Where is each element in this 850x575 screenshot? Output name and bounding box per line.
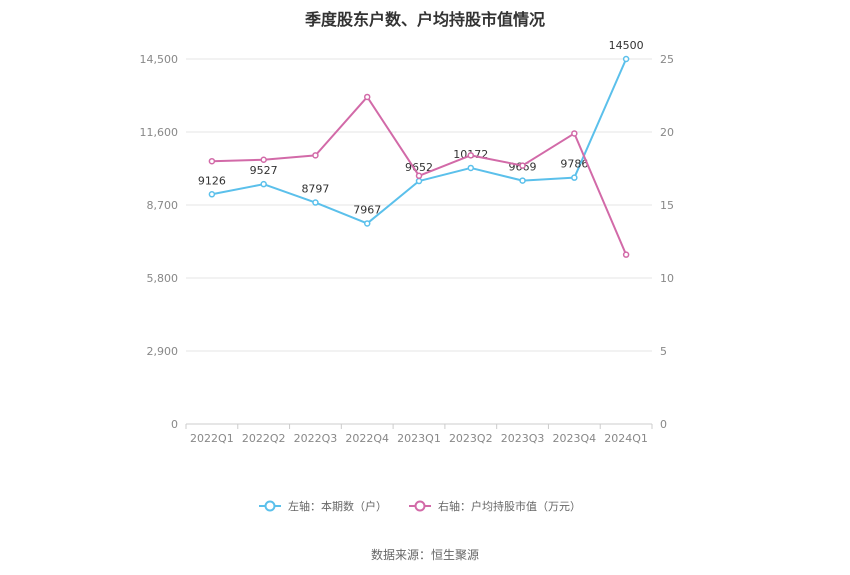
series-2-point bbox=[415, 172, 423, 180]
y-left-tick-label: 14,500 bbox=[140, 53, 179, 66]
y-right-tick-label: 15 bbox=[660, 199, 674, 212]
x-tick-label: 2023Q3 bbox=[501, 432, 545, 445]
x-tick-label: 2022Q2 bbox=[242, 432, 286, 445]
series-2-point bbox=[208, 157, 216, 165]
y-right-tick-label: 5 bbox=[660, 345, 667, 358]
x-tick-label: 2023Q2 bbox=[449, 432, 493, 445]
y-right-tick-label: 0 bbox=[660, 418, 667, 431]
y-right-tick-label: 10 bbox=[660, 272, 674, 285]
series-1-point bbox=[571, 174, 578, 181]
series-2-point bbox=[363, 93, 371, 101]
series-1-point bbox=[415, 177, 423, 185]
chart-title: 季度股东户数、户均持股市值情况 bbox=[304, 10, 545, 29]
y-left-tick-label: 8,700 bbox=[147, 199, 179, 212]
y-left-tick-label: 5,800 bbox=[147, 272, 179, 285]
x-tick-label: 2024Q1 bbox=[604, 432, 648, 445]
series-2-point bbox=[467, 152, 475, 159]
x-tick-label: 2023Q1 bbox=[397, 432, 441, 445]
y-right-tick-label: 25 bbox=[660, 53, 674, 66]
legend-marker-1 bbox=[264, 500, 276, 512]
series-1-point bbox=[312, 199, 319, 206]
legend-label-2: 右轴：户均持股市值（万元） bbox=[438, 499, 581, 513]
series-2-point bbox=[260, 156, 267, 163]
series-1-point bbox=[467, 164, 475, 172]
series-1-data-label: 9786 bbox=[560, 158, 588, 171]
legend-label-1: 左轴：本期数（户） bbox=[288, 499, 387, 513]
series-2-point bbox=[312, 152, 319, 159]
series-1-point bbox=[260, 180, 267, 188]
y-left-tick-label: 0 bbox=[171, 418, 178, 431]
x-tick-label: 2022Q1 bbox=[190, 432, 234, 445]
series-line-1 bbox=[211, 58, 628, 225]
series-1-data-label: 9527 bbox=[250, 164, 278, 177]
series-2-point bbox=[571, 130, 578, 137]
series-1-data-label: 14500 bbox=[609, 39, 644, 52]
y-left-tick-label: 2,900 bbox=[147, 345, 179, 358]
x-tick-label: 2022Q3 bbox=[294, 432, 338, 445]
series-1-point bbox=[622, 55, 630, 63]
legend-marker-2 bbox=[414, 500, 426, 512]
series-1-point bbox=[519, 177, 526, 184]
x-tick-label: 2022Q4 bbox=[345, 432, 389, 445]
series-1-data-label: 7967 bbox=[353, 203, 381, 216]
series-1-point bbox=[208, 191, 216, 198]
x-tick-label: 2023Q4 bbox=[553, 432, 597, 445]
source-note: 数据来源：恒生聚源 bbox=[370, 548, 479, 562]
series-1-point bbox=[363, 220, 371, 227]
series-2-point bbox=[519, 162, 526, 169]
series-2-point bbox=[622, 251, 630, 258]
series-1-data-label: 8797 bbox=[301, 183, 329, 196]
y-right-tick-label: 20 bbox=[660, 126, 674, 139]
series-1-data-label: 9126 bbox=[198, 174, 226, 187]
y-left-tick-label: 11,600 bbox=[140, 126, 179, 139]
